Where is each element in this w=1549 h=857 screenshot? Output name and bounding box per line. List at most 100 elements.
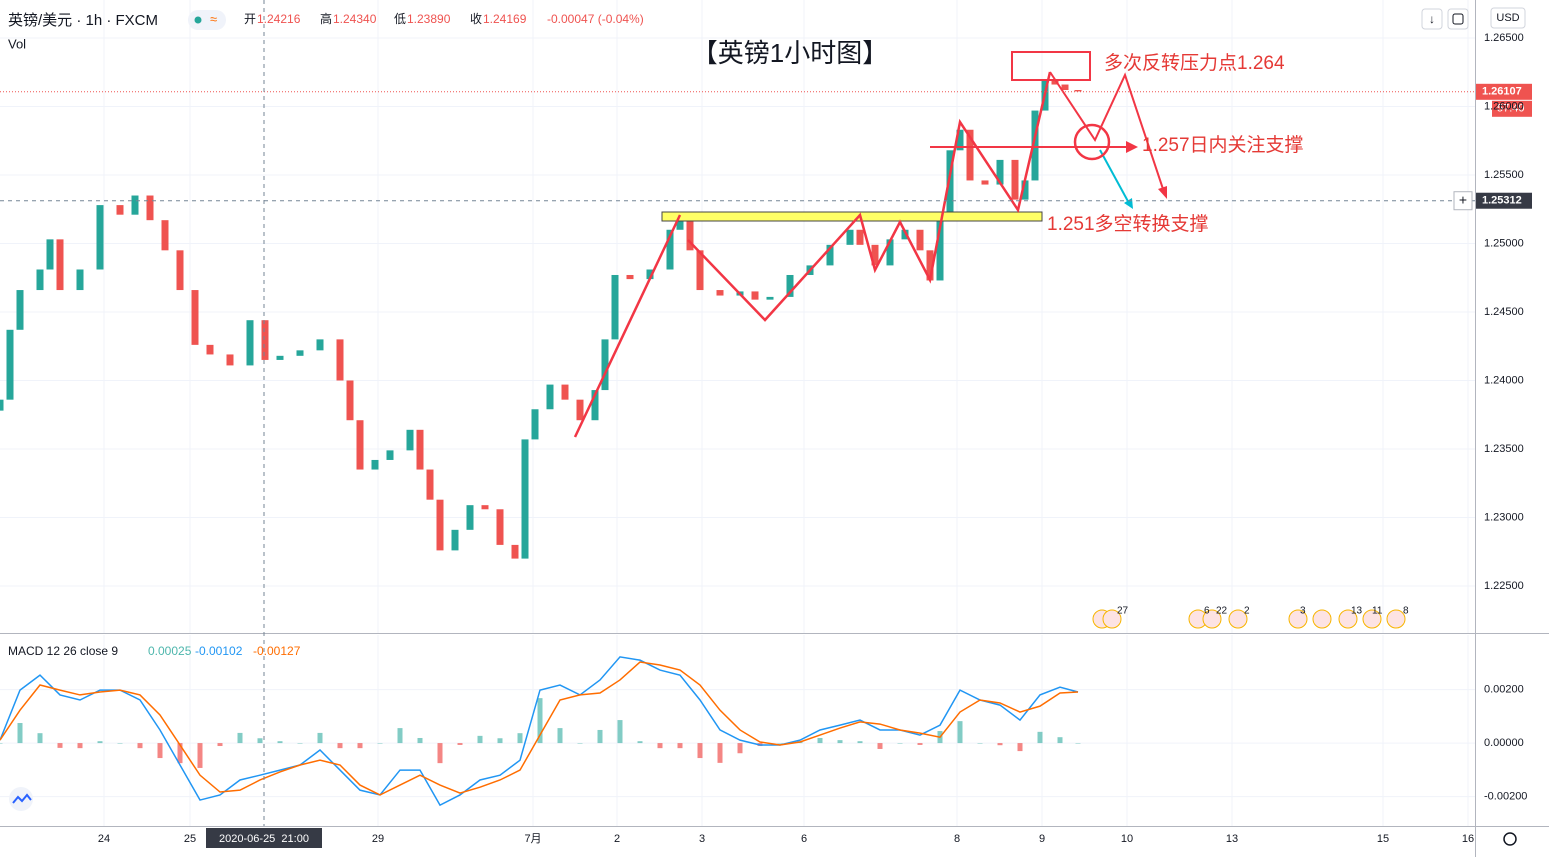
histogram-bar [357,743,363,749]
histogram-bar [277,741,283,744]
grid [0,0,1475,826]
histogram-bar [657,743,663,749]
candle-body [936,220,944,281]
candle-body [296,350,304,356]
currency-button[interactable] [1490,7,1526,29]
status-pill[interactable] [188,10,226,30]
candle-body [406,429,414,451]
x-tick-label: 2 [614,833,620,845]
candle-body [116,205,124,215]
y-tick-label: 1.26000 [1484,100,1524,112]
legend-value: -0.00102 [195,644,243,658]
event-count: 11 [1372,606,1383,617]
resistance-box [1011,51,1091,81]
countdown-box [1492,100,1532,117]
event-badge[interactable] [1338,609,1358,629]
x-tick-label: 13 [1226,833,1238,845]
crosshair-plus-icon: + [1459,191,1467,207]
candle-body [261,320,269,360]
event-count: 6 [1204,606,1210,617]
histogram-bar [297,743,303,744]
annotation: 1.251多空转换支撑 [1047,213,1209,235]
histogram-bar [597,729,603,744]
event-badge[interactable] [1288,609,1308,629]
histogram-bar [397,728,403,744]
reset-button[interactable] [1447,8,1469,30]
histogram-bar [837,740,843,744]
reset-icon [1452,13,1464,25]
candle-body [626,274,634,280]
candle-body [346,380,354,421]
plot [0,80,1082,807]
histogram-bar [637,741,643,744]
event-badge[interactable] [1362,609,1382,629]
histogram-bar [977,743,983,744]
y-tick-label: -0.00200 [1484,790,1527,802]
histogram-bar [1037,731,1043,744]
macd-line [0,661,1079,796]
candle-body [591,390,599,421]
candle-body [916,229,924,251]
candle-body [521,439,529,559]
candle-body [856,229,864,245]
candle-body [826,244,834,266]
histogram-bar [257,738,263,744]
candle-body [886,239,894,266]
candle-body [646,269,654,280]
event-badge[interactable] [1102,609,1122,629]
overlay: 1.26107 57:40 + 1.25312 2020-06-25 21:00 [0,0,1532,848]
histogram-bar [537,698,543,744]
event-badge[interactable] [1202,609,1222,629]
candle-body [131,195,139,215]
countdown: 57:40 [1497,103,1525,115]
histogram-bar [517,733,523,744]
candle-body [901,229,909,240]
candle-body [696,250,704,291]
histogram-bar [37,733,43,744]
histogram-bar [557,728,563,744]
histogram-bar [717,743,723,763]
crosshair-time-box [206,828,322,848]
candle-body [76,269,84,291]
histogram-bar [1057,737,1063,744]
candle-body [576,399,584,421]
histogram-bar [737,743,743,754]
candle-body [276,355,284,360]
y-tick-label: 1.24500 [1484,306,1524,318]
focus-circle [1073,123,1111,161]
candle-body [511,544,519,559]
event-badge[interactable] [1386,609,1406,629]
arrow-head [1126,141,1138,153]
y-tick-label: 0.00200 [1484,683,1524,695]
crosshair-price-box [1476,192,1532,209]
histogram-bar [137,743,143,749]
histogram-bar [1017,743,1023,752]
candle-body [926,250,934,281]
currency: USD [1496,12,1519,24]
event-count: 8 [1403,606,1409,617]
candle-body [1021,180,1029,200]
status-dot [194,16,202,24]
candle-body [496,509,504,545]
y-tick-label: 1.22500 [1484,580,1524,592]
candle-body [146,195,154,221]
event-count: 27 [1117,606,1129,617]
candle-body [386,450,394,460]
support-band [661,211,1043,222]
candle-body [336,339,344,381]
crosshair-plus [1453,191,1473,211]
annotation: 多次反转压力点1.264 [1104,52,1285,74]
candle-body [56,239,64,291]
event-badge[interactable] [1312,609,1332,629]
event-badge[interactable] [1228,609,1248,629]
settings-button[interactable] [1503,832,1517,846]
candle-body [226,354,234,366]
event-count: 2 [1244,606,1250,617]
candle-body [466,505,474,530]
indicator-title: MACD 12 26 close 9 [8,644,118,658]
candle-body [206,344,214,355]
scroll-button[interactable] [1421,8,1443,30]
histogram-bar [77,743,83,749]
drawings [573,51,1167,438]
candle-body [601,339,609,391]
